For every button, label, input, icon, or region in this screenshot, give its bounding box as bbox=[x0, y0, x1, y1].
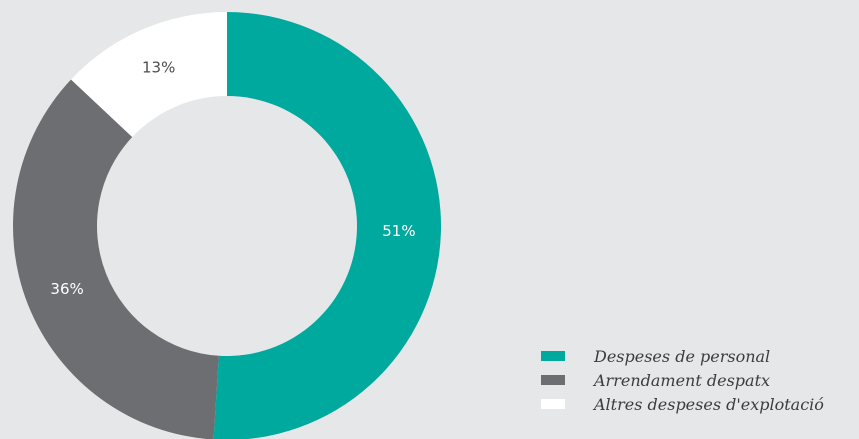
legend-label-personal: Despeses de personal bbox=[594, 346, 771, 366]
legend-item-arrendament: Arrendament despatx bbox=[541, 368, 824, 392]
donut-slice-arrendament bbox=[13, 79, 219, 439]
donut-slice-personal bbox=[213, 12, 441, 439]
donut-slice-labels: 51% 36% 13% bbox=[50, 59, 415, 298]
legend-swatch-altres bbox=[541, 399, 565, 409]
chart-legend: Despeses de personal Arrendament despatx… bbox=[541, 344, 824, 416]
legend-item-altres: Altres despeses d'explotació bbox=[541, 392, 824, 416]
legend-label-arrendament: Arrendament despatx bbox=[594, 370, 771, 390]
donut-slices bbox=[13, 12, 441, 439]
slice-label-personal: 51% bbox=[382, 222, 415, 240]
legend-label-altres: Altres despeses d'explotació bbox=[594, 394, 824, 414]
slice-label-arrendament: 36% bbox=[50, 280, 83, 298]
legend-swatch-personal bbox=[541, 351, 565, 361]
legend-item-personal: Despeses de personal bbox=[541, 344, 824, 368]
donut-slice-altres bbox=[71, 12, 227, 138]
slice-label-altres: 13% bbox=[142, 59, 175, 77]
legend-swatch-arrendament bbox=[541, 375, 565, 385]
